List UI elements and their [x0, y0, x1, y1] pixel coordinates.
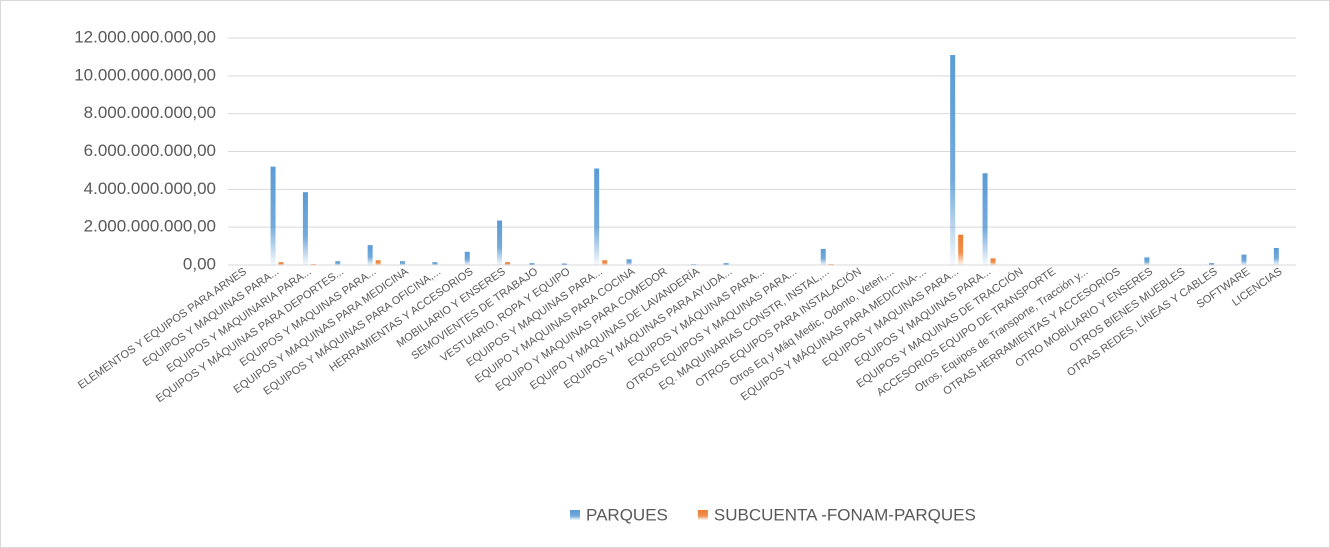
bar — [400, 261, 405, 265]
bar — [602, 260, 608, 265]
bar — [505, 262, 511, 265]
bar — [367, 245, 373, 265]
bar — [1273, 247, 1279, 265]
y-tick-label: 10.000.000.000,00 — [74, 65, 216, 84]
bar — [529, 263, 535, 265]
bar — [594, 168, 600, 265]
bar — [828, 264, 834, 265]
bar — [497, 220, 503, 265]
bar — [375, 260, 381, 265]
bar — [820, 248, 826, 265]
bar — [335, 261, 341, 265]
bar — [958, 234, 964, 265]
bar — [691, 264, 697, 265]
y-tick-label: 8.000.000.000,00 — [84, 103, 216, 122]
bar — [723, 263, 729, 265]
bar — [302, 192, 308, 265]
bar — [982, 173, 988, 265]
y-tick-label: 0,00 — [183, 254, 216, 273]
bar — [1209, 263, 1215, 265]
bar — [561, 263, 567, 265]
bar — [432, 262, 438, 265]
y-tick-label: 4.000.000.000,00 — [84, 179, 216, 198]
legend-swatch — [697, 510, 708, 520]
bar — [626, 259, 632, 265]
bar — [464, 251, 470, 265]
bar — [990, 258, 996, 265]
bar — [270, 166, 276, 265]
legend-swatch — [570, 510, 580, 520]
bar — [1241, 254, 1247, 265]
y-tick-label: 12.000.000.000,00 — [74, 27, 216, 46]
legend-label: SUBCUENTA -FONAM-PARQUES — [714, 505, 976, 524]
bar — [1144, 257, 1150, 265]
y-tick-label: 6.000.000.000,00 — [84, 141, 216, 160]
bar — [310, 264, 316, 265]
legend-label: PARQUES — [586, 505, 668, 524]
y-tick-label: 2.000.000.000,00 — [84, 217, 216, 236]
bar — [278, 262, 284, 265]
bar — [950, 55, 956, 266]
